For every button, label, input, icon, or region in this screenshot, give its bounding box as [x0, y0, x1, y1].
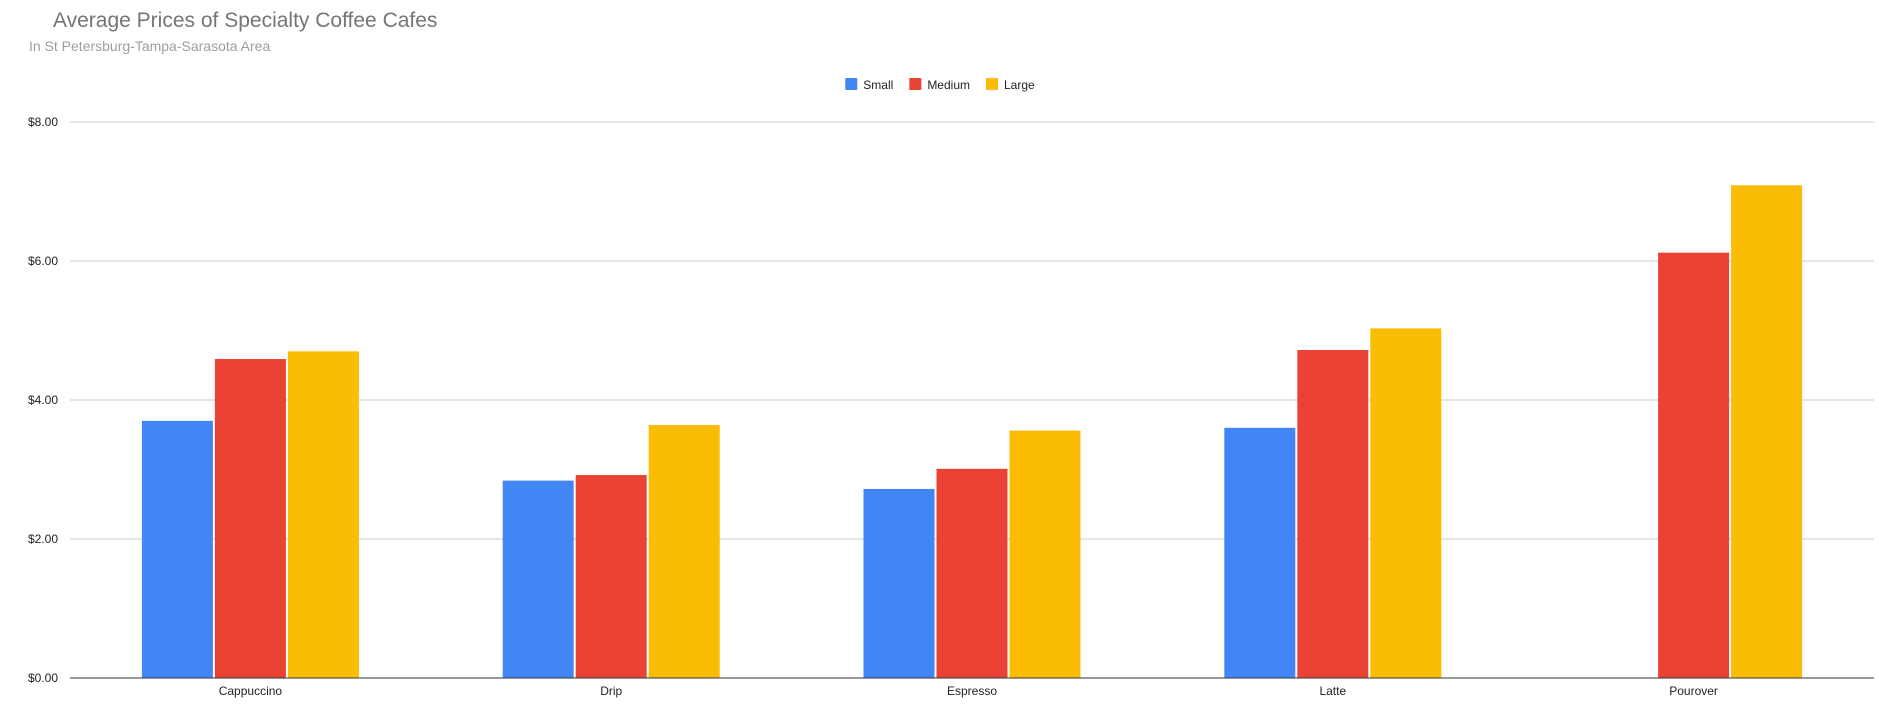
x-tick-label: Espresso	[947, 684, 997, 698]
bar-large-latte	[1370, 328, 1442, 678]
bar-small-drip	[502, 480, 574, 678]
chart-subtitle: In St Petersburg-Tampa-Sarasota Area	[29, 38, 271, 54]
y-tick-label: $4.00	[28, 393, 58, 407]
x-tick-label: Drip	[600, 684, 622, 698]
chart-title: Average Prices of Specialty Coffee Cafes	[53, 9, 438, 32]
y-tick-label: $6.00	[28, 254, 58, 268]
bar-large-cappuccino	[287, 351, 359, 678]
x-tick-label: Cappuccino	[219, 684, 283, 698]
bars	[141, 185, 1803, 678]
bar-small-latte	[1224, 427, 1296, 678]
y-tick-label: $2.00	[28, 532, 58, 546]
bar-medium-drip	[575, 475, 647, 678]
x-tick-label: Pourover	[1669, 684, 1718, 698]
y-tick-label: $8.00	[28, 115, 58, 129]
x-tick-label: Latte	[1319, 684, 1346, 698]
legend-label: Large	[1004, 78, 1035, 92]
legend-swatch-large	[986, 78, 998, 90]
bar-small-espresso	[863, 488, 935, 678]
legend-label: Medium	[927, 78, 970, 92]
bar-medium-latte	[1297, 349, 1369, 678]
bar-large-espresso	[1009, 430, 1081, 678]
y-tick-label: $0.00	[28, 671, 58, 685]
legend-swatch-medium	[909, 78, 922, 90]
bar-large-drip	[648, 425, 720, 678]
bar-medium-espresso	[936, 468, 1008, 678]
legend: Small Medium Large	[845, 78, 1035, 92]
bar-large-pourover	[1731, 185, 1803, 678]
legend-label: Small	[863, 78, 893, 92]
bar-small-cappuccino	[141, 420, 213, 678]
legend-swatch-small	[845, 78, 858, 90]
bar-medium-pourover	[1658, 252, 1730, 678]
bar-medium-cappuccino	[214, 358, 286, 678]
axes: $0.00 $2.00 $4.00 $6.00 $8.00 Cappuccino Drip E…	[28, 115, 1874, 698]
